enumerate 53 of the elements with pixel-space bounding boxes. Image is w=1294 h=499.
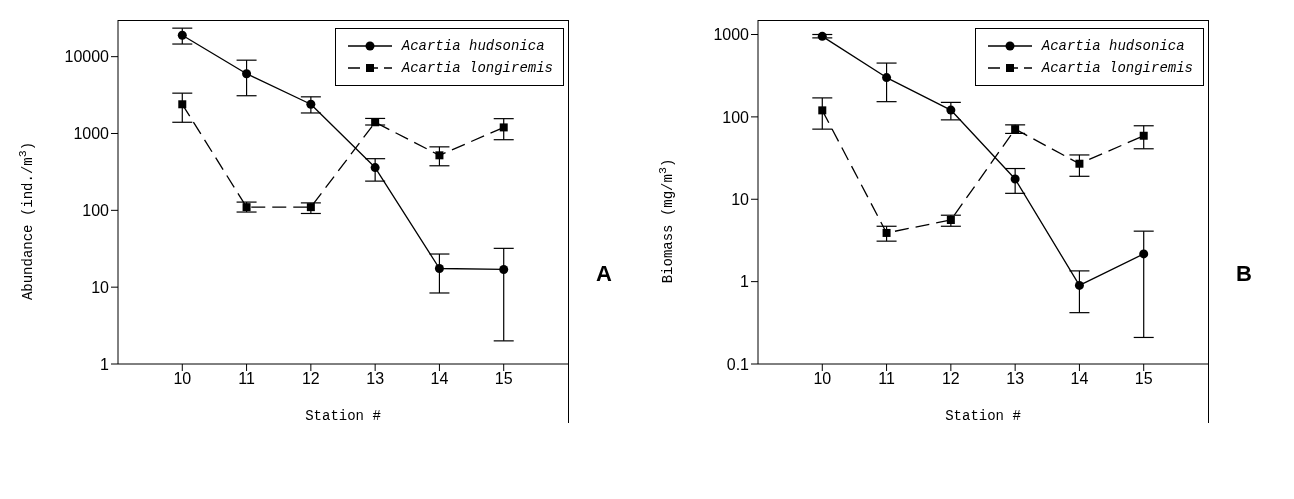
- point: [946, 216, 955, 224]
- x-tick-label: 11: [238, 370, 255, 388]
- point: [1139, 249, 1149, 259]
- x-tick-label: 11: [878, 370, 895, 388]
- x-tick-label: 15: [494, 370, 513, 388]
- x-tick-label: 13: [366, 370, 385, 388]
- point: [946, 105, 956, 115]
- x-axis-title: Station #: [305, 408, 381, 424]
- x-tick-label: 15: [1134, 370, 1153, 388]
- x-tick-label: 14: [430, 370, 449, 388]
- point: [1074, 280, 1084, 290]
- y-tick-label: 1000: [713, 26, 750, 44]
- legend-label: Acartia hudsonica: [1041, 38, 1185, 54]
- point: [177, 30, 187, 40]
- y-tick-label: 0.1: [726, 355, 750, 373]
- point: [1139, 131, 1148, 140]
- point: [306, 203, 315, 212]
- point: [1010, 174, 1020, 184]
- text: A: [596, 261, 612, 288]
- point: [1075, 159, 1084, 168]
- legend-label: Acartia longiremis: [1041, 60, 1193, 76]
- x-tick-label: 12: [301, 370, 320, 388]
- y-tick-label: 1: [740, 273, 750, 291]
- y-tick-label: 1: [100, 355, 110, 373]
- point: [242, 69, 252, 79]
- y-tick-label: 10: [91, 278, 110, 296]
- x-tick-label: 14: [1070, 370, 1089, 388]
- point: [882, 228, 891, 237]
- x-axis-title: Station #: [945, 408, 1021, 424]
- point: [818, 106, 827, 115]
- point: [178, 100, 187, 109]
- point: [435, 151, 444, 160]
- x-tick-label: 10: [813, 370, 832, 388]
- legend-label: Acartia hudsonica: [401, 38, 545, 54]
- point: [499, 123, 508, 132]
- x-tick-label: 10: [173, 370, 192, 388]
- y-tick-label: 10: [731, 190, 750, 208]
- point: [817, 31, 827, 41]
- y-tick-label: 10000: [64, 48, 110, 66]
- point: [306, 99, 316, 109]
- x-tick-label: 13: [1006, 370, 1025, 388]
- point: [499, 264, 509, 274]
- y-tick-label: 1000: [73, 125, 110, 143]
- y-tick-label: 100: [82, 202, 110, 220]
- text: B: [1236, 261, 1252, 288]
- point: [370, 163, 380, 173]
- x-tick-label: 12: [941, 370, 960, 388]
- y-tick-label: 100: [722, 108, 750, 126]
- legend-label: Acartia longiremis: [401, 60, 553, 76]
- point: [434, 263, 444, 273]
- point: [371, 118, 380, 127]
- point: [882, 73, 892, 83]
- point: [1011, 125, 1020, 134]
